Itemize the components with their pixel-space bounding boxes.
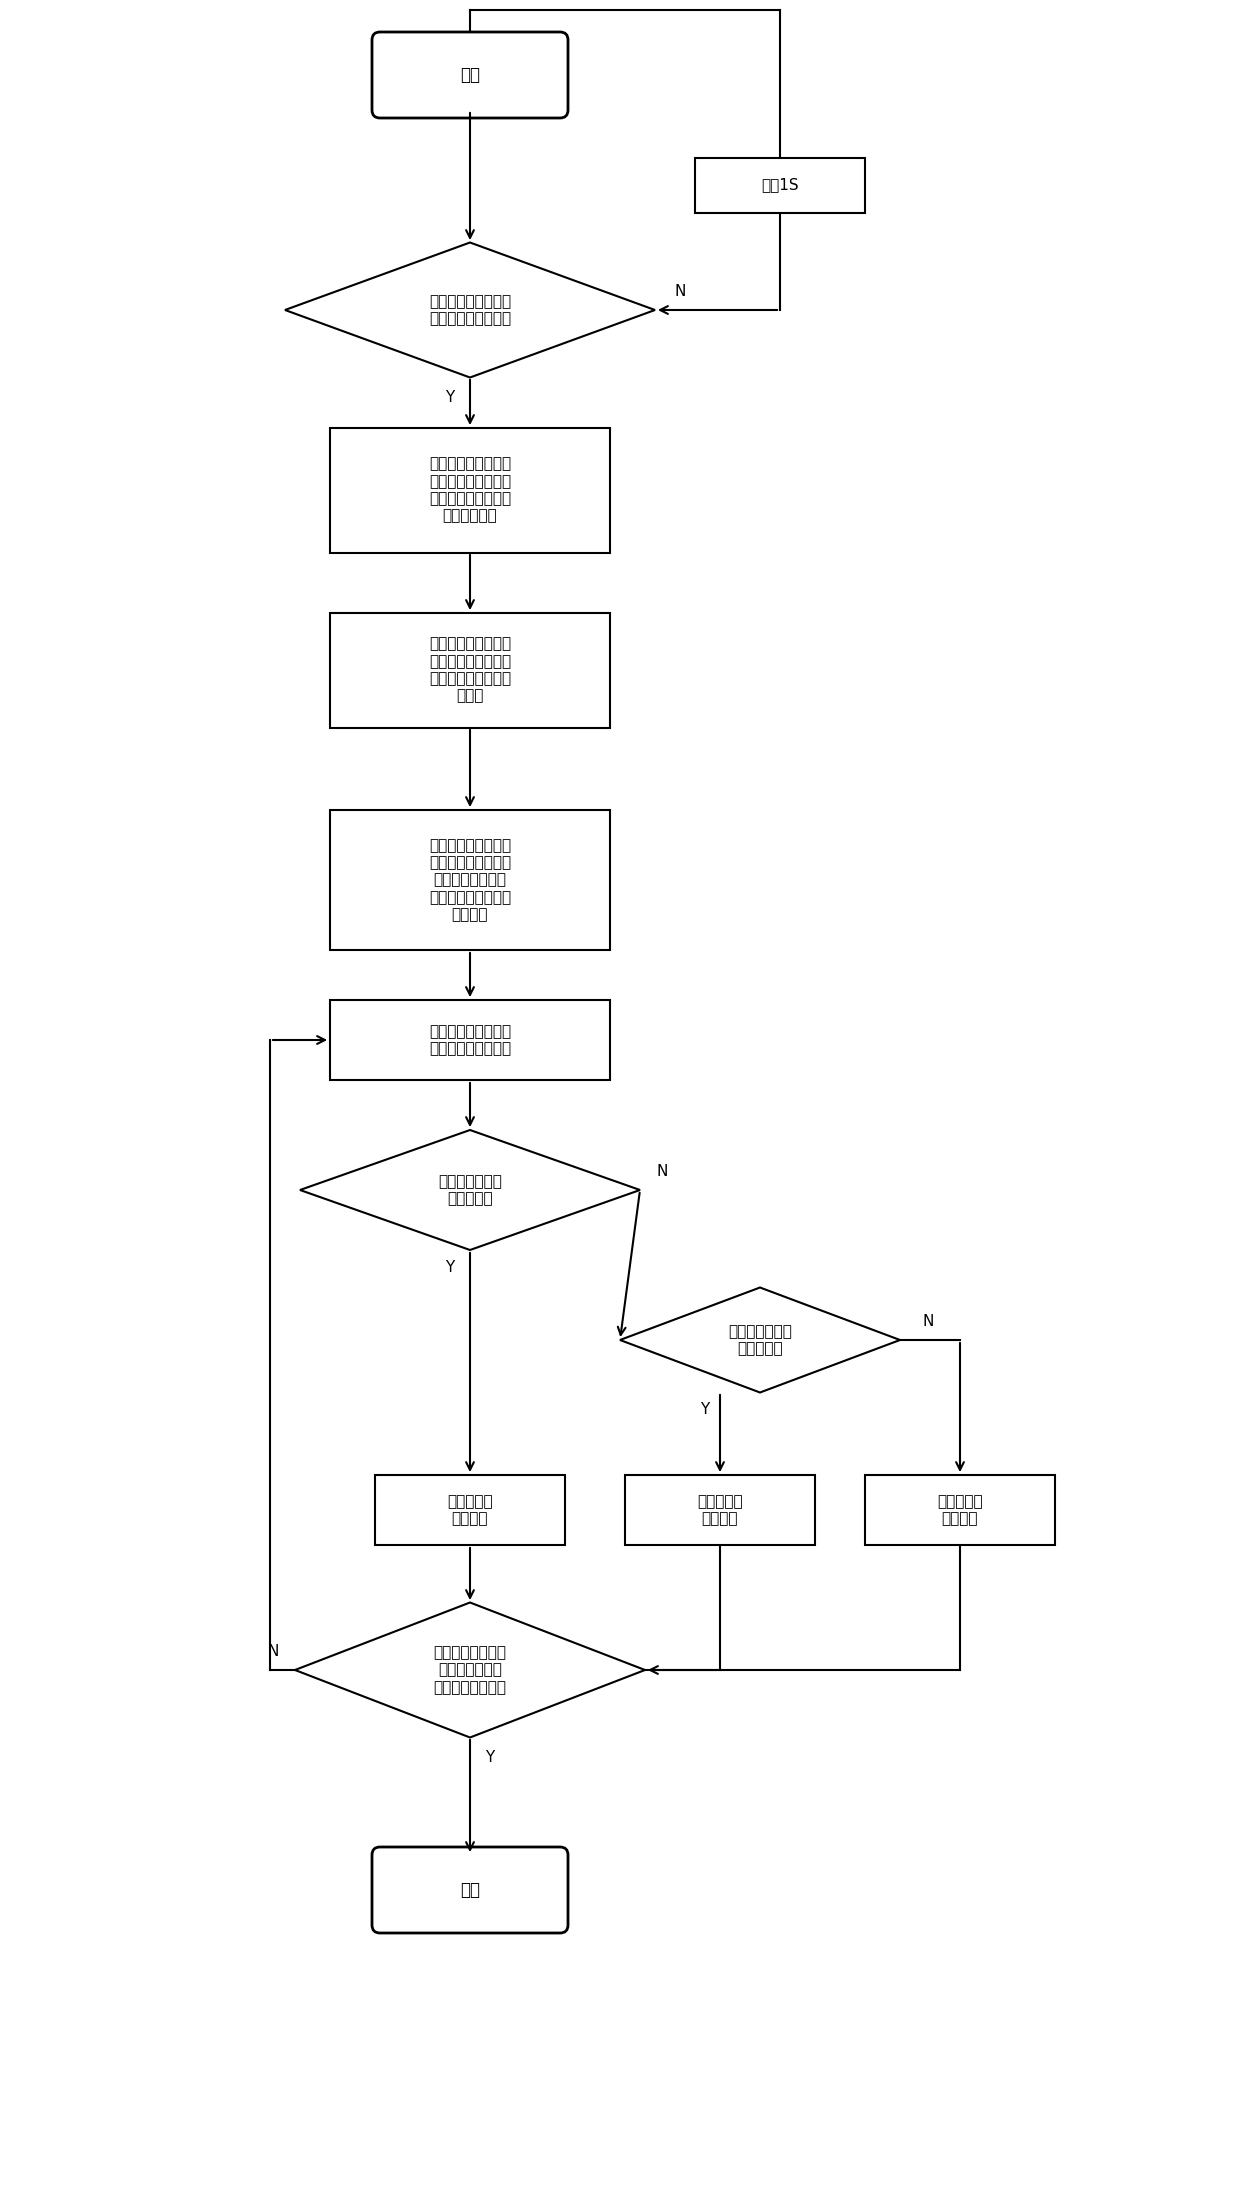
Text: 该温度等于计划
达到的温度: 该温度等于计划 达到的温度 [438,1173,502,1206]
Bar [330,427,610,552]
Text: 定位设备通过各个接
入点得测目标位置，
并把位置信息发送给
协调控制系统: 定位设备通过各个接 入点得测目标位置， 并把位置信息发送给 协调控制系统 [429,456,511,524]
Text: 增大加热装
置的功率: 增大加热装 置的功率 [937,1494,983,1525]
Bar [694,158,866,213]
Text: 接触式温度传感器测
取人体温度，并把温
度信息发送给协调控
制系统: 接触式温度传感器测 取人体温度，并把温 度信息发送给协调控 制系统 [429,636,511,704]
Text: Y: Y [701,1402,709,1417]
Text: 检测是否有定位和测
温装置处于工作状态: 检测是否有定位和测 温装置处于工作状态 [429,293,511,326]
Polygon shape [620,1288,900,1393]
Text: 协调控制系统根据定
位和测温装置的位置
制定相应的控制策
略，并把策略发送给
加热装置: 协调控制系统根据定 位和测温装置的位置 制定相应的控制策 略，并把策略发送给 加… [429,839,511,922]
Text: 开始: 开始 [460,66,480,84]
FancyBboxPatch shape [372,33,568,119]
Polygon shape [285,242,655,379]
FancyBboxPatch shape [372,1847,568,1932]
Text: 结束: 结束 [460,1882,480,1899]
Bar [330,999,610,1081]
Text: 保持加热装
置的功率: 保持加热装 置的功率 [448,1494,492,1525]
Bar [374,1475,565,1545]
Text: 该温度大于计划
达到的温度: 该温度大于计划 达到的温度 [728,1323,792,1356]
Bar [330,810,610,951]
Text: Y: Y [485,1750,495,1765]
Text: N: N [675,284,686,299]
Text: N: N [656,1164,667,1180]
Bar [866,1475,1055,1545]
Polygon shape [295,1602,645,1737]
Bar [625,1475,815,1545]
Text: 加热装置接受控制策
略，对目标进行加热: 加热装置接受控制策 略，对目标进行加热 [429,1023,511,1056]
Text: 协同控制系统判断
是否有定位和测
温装置打开或关闭: 协同控制系统判断 是否有定位和测 温装置打开或关闭 [434,1644,506,1695]
Text: Y: Y [445,1261,455,1277]
Text: N: N [268,1644,279,1660]
Polygon shape [300,1129,640,1250]
Text: N: N [923,1314,934,1329]
Text: 延时1S: 延时1S [761,178,799,191]
Bar [330,612,610,729]
Text: Y: Y [445,390,455,405]
Text: 减小加热装
置的功率: 减小加热装 置的功率 [697,1494,743,1525]
